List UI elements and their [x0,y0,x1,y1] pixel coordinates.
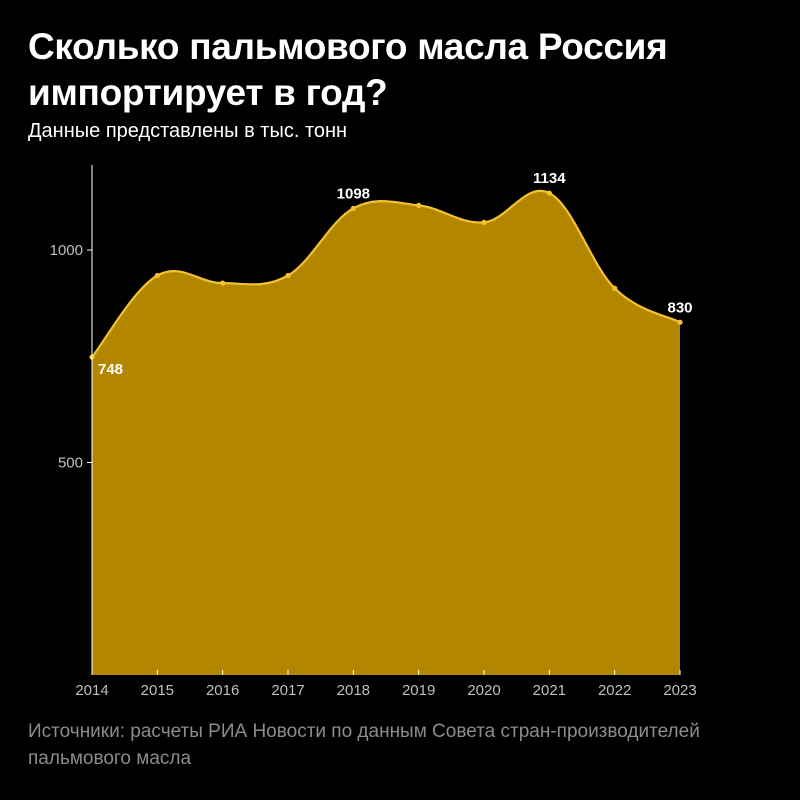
data-point-2018 [350,205,356,211]
x-tick-label-2021: 2021 [533,682,566,699]
data-point-2016 [220,280,226,286]
data-label-2023: 830 [667,299,692,316]
chart-subtitle: Данные представлены в тыс. тонн [28,120,348,142]
area-fill [92,190,680,676]
data-point-2020 [481,219,487,225]
y-tick-label-500: 500 [58,455,83,472]
data-point-2015 [154,272,160,279]
x-tick-label-2019: 2019 [402,682,435,699]
plot-layer [89,189,683,676]
data-point-2017 [285,272,291,279]
x-tick-label-2014: 2014 [75,682,108,699]
data-point-2023 [677,319,683,325]
chart-title: Сколько пальмового масла Россия импортир… [28,26,668,113]
x-tick-label-2022: 2022 [598,682,631,699]
data-point-2019 [416,202,422,208]
x-tick-label-2018: 2018 [337,682,370,699]
x-tick-label-2016: 2016 [206,682,239,699]
y-tick-label-1000: 1000 [50,242,83,259]
series-line [91,189,681,358]
data-label-2014: 748 [98,361,123,378]
x-tick-label-2017: 2017 [271,682,304,699]
x-tick-label-2023: 2023 [663,682,696,699]
data-label-2018: 1098 [337,185,370,202]
data-label-2021: 1134 [533,170,566,187]
axis-layer: 500 1000 2014 2015 2016 2017 2018 2019 2020 2021 2… [50,165,697,699]
source-note: Источники: расчеты РИА Новости по данным… [28,721,700,769]
data-point-2021 [546,190,552,196]
x-tick-label-2015: 2015 [141,682,174,699]
data-point-2022 [612,285,618,291]
x-tick-label-2020: 2020 [467,682,500,699]
label-layer: 748 1098 1134 830 [98,170,693,378]
chart-area: 500 1000 2014 2015 2016 2017 2018 2019 2020 2021 2… [50,165,697,699]
